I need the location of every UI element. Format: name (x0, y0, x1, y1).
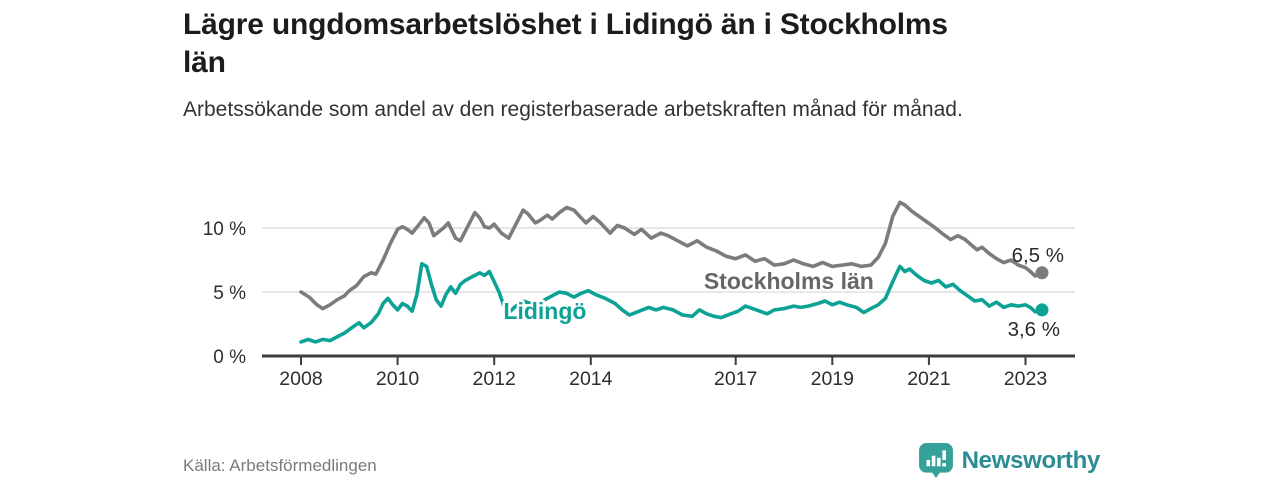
x-tick-label: 2021 (907, 368, 950, 390)
chart-subtitle: Arbetssökande som andel av den registerb… (183, 98, 963, 121)
end-dot-stockholms-l-n (1035, 266, 1049, 280)
series-label-liding: Lidingö (503, 298, 586, 324)
x-tick-label: 2017 (714, 368, 757, 390)
chart-title-line-1: Lägre ungdomsarbetslöshet i Lidingö än i… (183, 8, 948, 41)
y-tick-label: 0 % (213, 347, 246, 368)
y-tick-label: 10 % (203, 219, 246, 240)
series-line-liding (299, 261, 1042, 344)
series-line-stockholms-l-n (299, 200, 1042, 311)
x-tick-label: 2012 (473, 368, 516, 390)
source-attribution: Källa: Arbetsförmedlingen (183, 456, 377, 475)
newsworthy-logo[interactable]: Newsworthy (918, 443, 1101, 479)
chart-labels: 0 % 5 % 10 % 2008 2010 2012 2014 2017 2019 2021 20… (203, 219, 1064, 390)
x-axis (262, 354, 1075, 365)
end-value-label-liding: 3,6 % (1008, 318, 1060, 341)
chart-title-line-2: län (183, 46, 226, 79)
x-tick-label: 2014 (569, 368, 613, 390)
x-tick-label: 2019 (811, 368, 854, 390)
newsworthy-wordmark: Newsworthy (961, 447, 1101, 474)
series-lines (299, 200, 1049, 344)
end-value-label-stockholms-l-n: 6,5 % (1012, 244, 1064, 267)
series-label-stockholms-l-n: Stockholms län (704, 268, 874, 294)
y-tick-label: 5 % (213, 283, 246, 304)
end-dot-liding (1035, 303, 1049, 317)
x-tick-label: 2008 (279, 368, 322, 390)
x-tick-label: 2010 (376, 368, 420, 390)
x-tick-label: 2023 (1004, 368, 1047, 390)
newsworthy-icon (918, 443, 953, 478)
chart-title: Lägre ungdomsarbetslöshet i Lidingö än i… (183, 6, 1193, 82)
